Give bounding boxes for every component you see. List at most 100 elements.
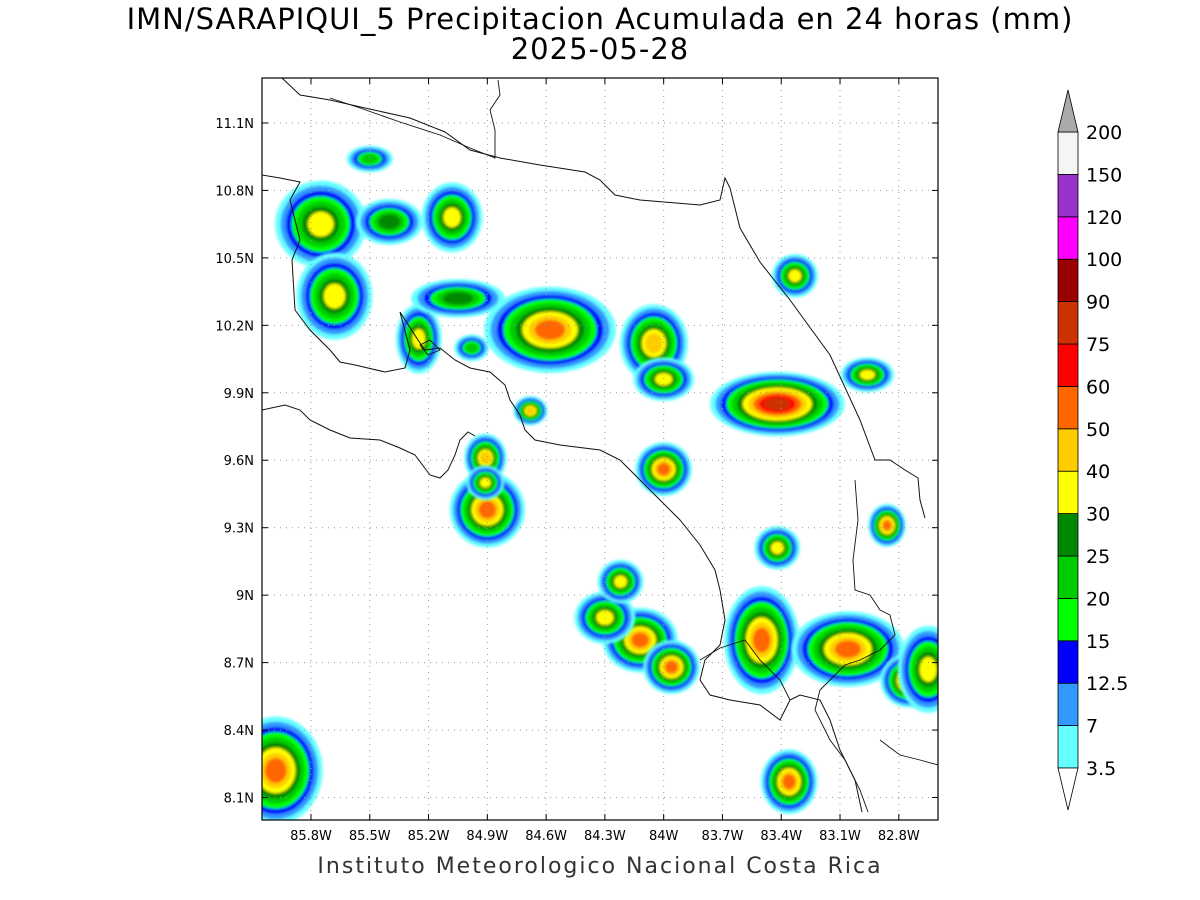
precip-contour — [645, 333, 663, 354]
precip-contour — [534, 319, 566, 340]
colorbar-segment — [1057, 640, 1079, 684]
precip-contour — [479, 451, 491, 465]
colorbar-label: 200 — [1086, 122, 1122, 144]
colorbar-label: 12.5 — [1086, 673, 1128, 695]
precip-cell-30 — [513, 396, 548, 426]
precip-cell-18 — [724, 586, 800, 695]
precip-cell-5 — [484, 286, 616, 373]
precip-cell-27 — [772, 254, 818, 298]
burica-coast — [879, 739, 938, 766]
precip-cell-17 — [597, 559, 644, 604]
precip-contour — [442, 292, 474, 305]
plot-area — [262, 78, 938, 820]
colorbar-label: 3.5 — [1086, 758, 1116, 780]
precip-cell-16 — [643, 640, 700, 695]
precip-cell-24 — [868, 503, 906, 548]
precip-contour — [412, 328, 426, 349]
precip-cell-29 — [454, 334, 489, 362]
lat-tick-label: 10.8N — [215, 184, 254, 199]
precip-contour — [378, 214, 401, 230]
lon-tick-label: 85.2W — [408, 829, 450, 844]
lat-tick-label: 8.4N — [224, 724, 254, 739]
caribbean-coastline — [281, 78, 926, 519]
colorbar-segment — [1057, 173, 1079, 218]
lon-tick-label: 84.9W — [466, 829, 508, 844]
precip-cell-15 — [574, 591, 636, 644]
coastline-borders — [262, 78, 938, 813]
precip-cell-12 — [710, 371, 845, 437]
colorbar-segment — [1057, 385, 1079, 430]
colorbar-label: 7 — [1086, 716, 1098, 738]
precip-cell-7 — [633, 357, 695, 402]
precip-cell-21 — [897, 625, 938, 713]
precip-contour — [361, 153, 379, 164]
precip-contour — [323, 283, 346, 309]
precip-contour — [665, 660, 678, 674]
colorbar-label: 15 — [1086, 631, 1110, 653]
precip-cell-1 — [296, 252, 373, 340]
nicoya-coast — [262, 404, 476, 479]
colorbar-top-arrow — [1057, 89, 1079, 133]
precip-contour — [465, 342, 479, 353]
colorbar-label: 120 — [1086, 207, 1122, 229]
precip-contour — [764, 397, 791, 411]
colorbar-segment — [1057, 343, 1079, 387]
lat-tick-label: 9N — [236, 589, 254, 604]
colorbar-label: 40 — [1086, 461, 1110, 483]
precip-contour — [596, 610, 614, 626]
lat-tick-label: 10.5N — [215, 252, 254, 267]
colorbar-label: 75 — [1086, 334, 1110, 356]
precip-cell-19 — [791, 611, 905, 687]
precip-contour — [631, 632, 649, 648]
panama-border — [814, 479, 896, 813]
lon-tick-label: 85.5W — [349, 829, 391, 844]
colorbar-label: 30 — [1086, 504, 1110, 526]
colorbar-segment — [1057, 555, 1079, 599]
precip-cell-11 — [466, 465, 505, 501]
precip-contour — [834, 640, 861, 658]
precip-contour — [770, 541, 784, 555]
colorbar-segment — [1057, 131, 1079, 175]
lat-tick-label: 8.7N — [224, 657, 254, 672]
colorbar-segment — [1057, 682, 1079, 727]
nicaragua-border — [329, 79, 501, 159]
colorbar-segment — [1057, 470, 1079, 515]
colorbar-bottom-arrow — [1057, 767, 1079, 811]
colorbar-label: 150 — [1086, 164, 1122, 186]
lon-tick-label: 83.7W — [702, 829, 744, 844]
map-title: IMN/SARAPIQUI_5 Precipitacion Acumulada … — [126, 2, 1074, 36]
precip-contour — [859, 369, 876, 380]
lon-tick-label: 84W — [649, 829, 679, 844]
colorbar-segment — [1057, 513, 1079, 557]
precip-contour — [753, 627, 771, 653]
lon-tick-label: 84.3W — [584, 829, 626, 844]
precip-contour — [307, 211, 334, 237]
gulf-island — [419, 339, 441, 356]
precip-contour — [614, 575, 628, 588]
lat-tick-label: 11.1N — [215, 117, 254, 132]
precip-contour — [657, 463, 671, 476]
precip-cell-23 — [760, 749, 818, 815]
lat-tick-label: 9.3N — [224, 522, 254, 537]
precip-contour — [788, 269, 802, 283]
precip-contour — [526, 407, 535, 415]
precip-cell-22 — [262, 716, 323, 820]
lon-tick-label: 82.8W — [878, 829, 920, 844]
map-axes: 85.8W 85.5W 85.2W 84.9W 84.6W 84.3W 84W 83.7W 83… — [215, 78, 938, 844]
lat-tick-label: 9.9N — [224, 387, 254, 402]
golfo-dulce — [699, 639, 791, 701]
precip-cell-3 — [421, 182, 483, 253]
colorbar-label: 60 — [1086, 376, 1110, 398]
colorbar-segment — [1057, 258, 1079, 303]
institution-footer: Instituto Meteorologico Nacional Costa R… — [317, 854, 883, 879]
precip-cell-26 — [840, 357, 895, 393]
lon-tick-label: 85.8W — [290, 829, 332, 844]
precip-cell-13 — [635, 442, 692, 497]
precip-contour — [919, 656, 937, 682]
precip-contour — [443, 207, 461, 228]
precip-cell-25 — [754, 526, 801, 570]
precip-contour — [478, 501, 496, 519]
colorbar-segment — [1057, 216, 1079, 260]
precip-cell-0 — [275, 180, 367, 268]
